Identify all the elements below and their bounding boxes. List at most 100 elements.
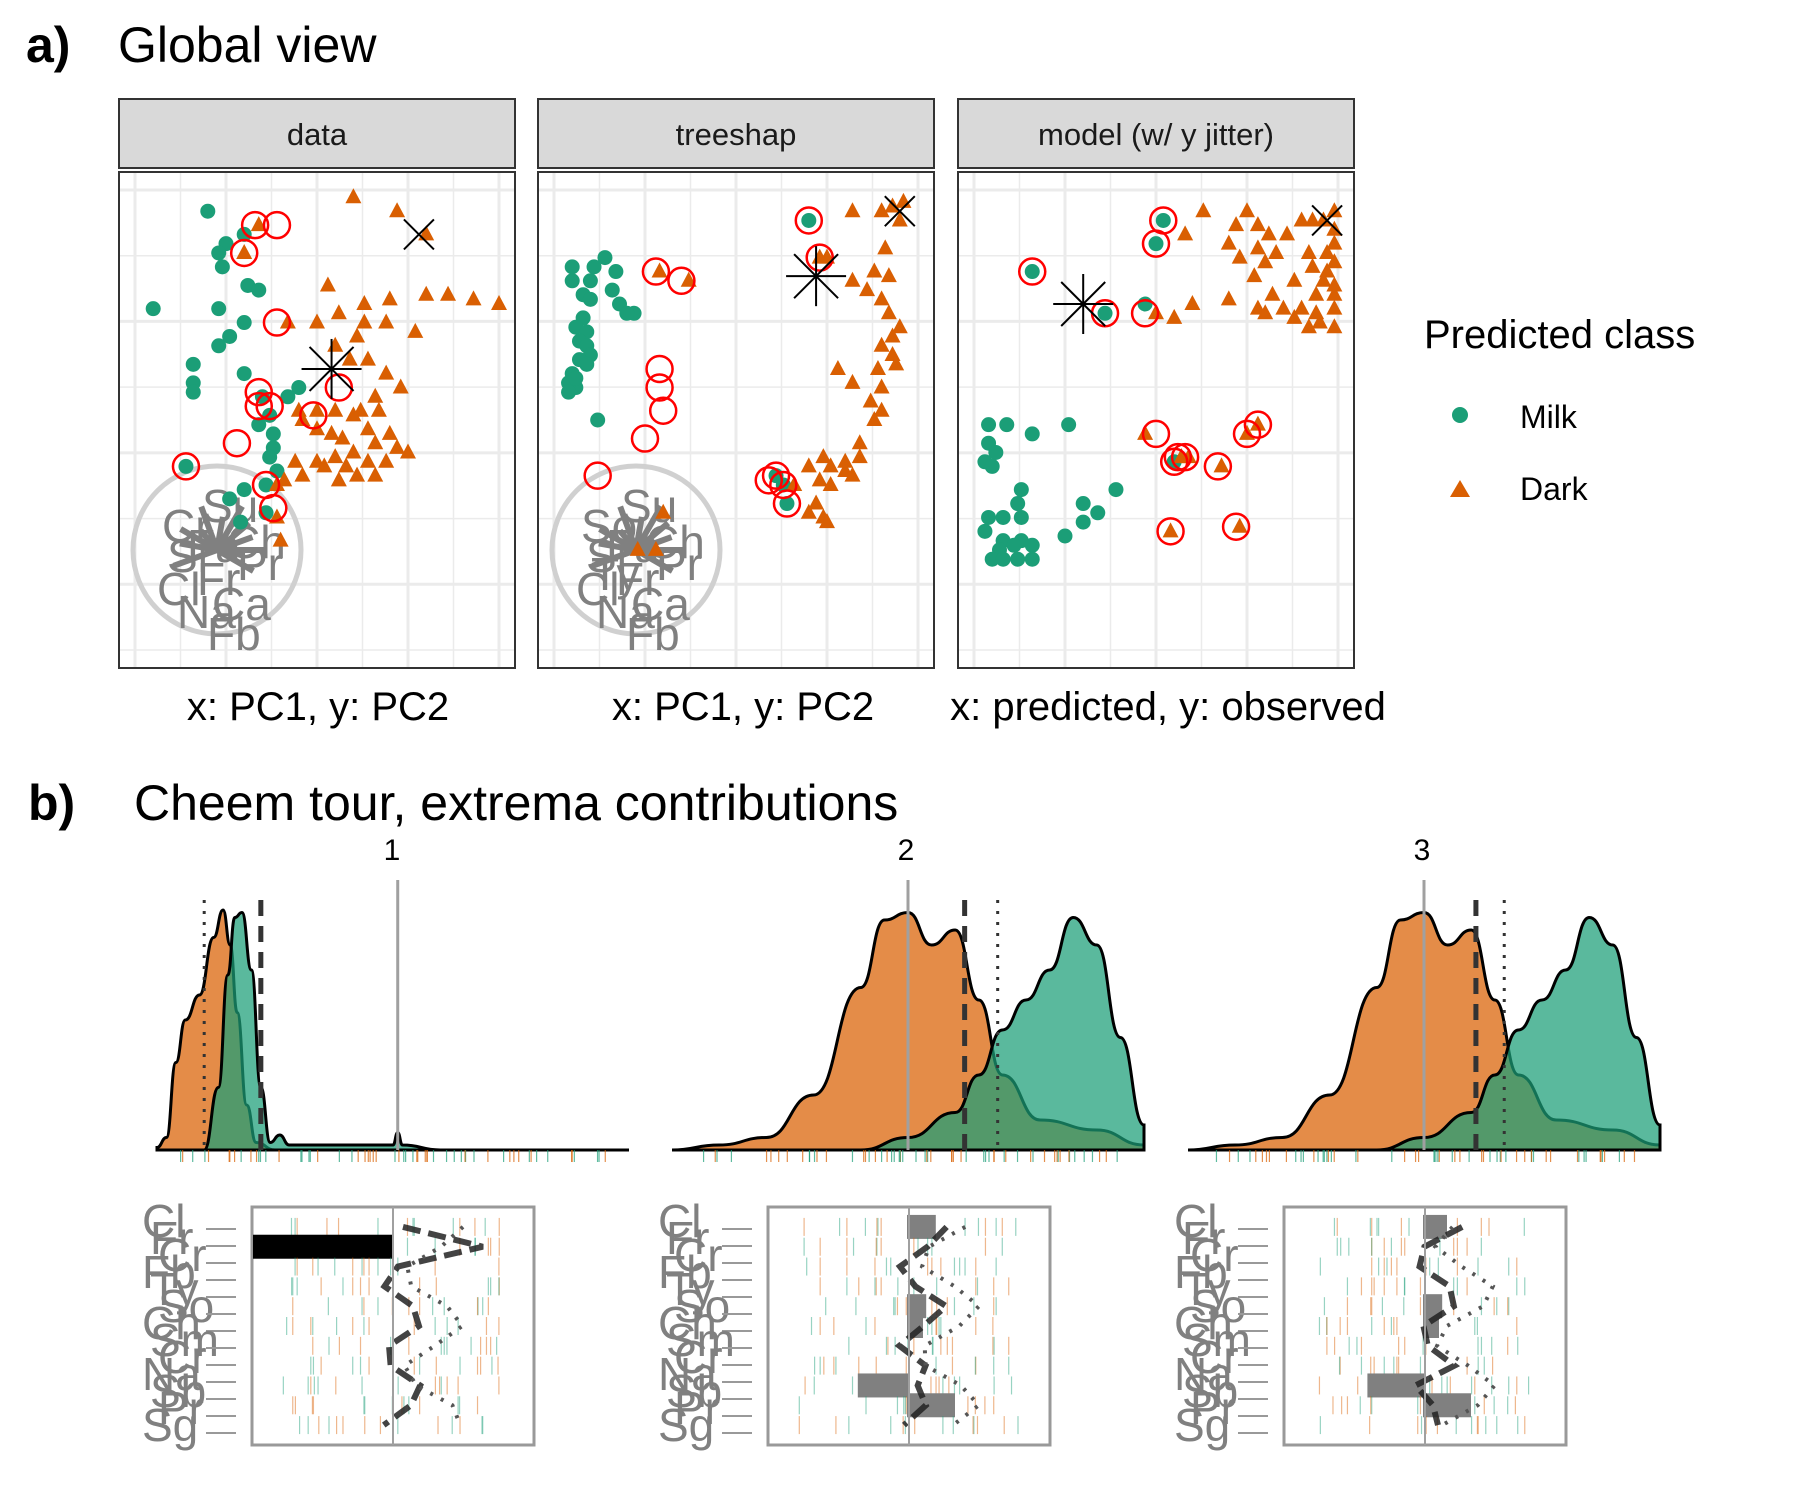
point-dark [815,448,832,464]
contrib-var-label: So [1190,1280,1246,1332]
point-dark [1326,234,1343,250]
point-dark [316,457,333,473]
point-milk [236,315,252,331]
contrib-var-label: Fr [150,1212,193,1264]
point-dark [1231,517,1248,533]
point-dark [1300,318,1317,334]
axis-variable-label: Na [596,586,655,638]
point-milk [1010,551,1026,567]
point-milk [1075,496,1091,512]
point-milk [251,417,267,433]
point-dark [1166,308,1183,324]
point-milk [1013,509,1029,525]
contrib-var-label: Cr [674,1229,723,1281]
misclassified-ring [229,238,259,268]
point-dark [866,411,883,426]
point-milk [564,259,580,275]
point-dark [891,211,908,227]
point-dark [1249,216,1266,232]
point-milk [185,356,201,372]
point-milk [185,384,201,400]
contrib-bar [1367,1373,1425,1398]
axis-variable-label: Ca [212,578,271,630]
contrib-var-label: Ch [1174,1297,1233,1349]
point-milk [1097,305,1113,321]
point-milk [568,370,584,386]
contrib-var-label: Cr [1190,1229,1239,1281]
point-dark [1180,448,1197,464]
misclassified-ring [645,354,674,384]
strip-label-treeshap: treeshap [676,117,797,152]
point-dark [808,494,825,510]
point-dark [891,318,908,334]
point-milk [590,412,606,428]
point-milk [211,338,227,354]
point-dark [294,411,311,426]
point-milk [1108,482,1124,498]
point-dark [1300,243,1317,259]
misclassified-ring [1243,410,1273,439]
point-milk [608,264,624,280]
contrib-var-label: So [158,1280,214,1332]
facet-strip-data: data [118,98,516,169]
point-dark [1231,248,1248,264]
point-milk [995,551,1011,567]
axis-variable-label: Fa [187,520,241,572]
misclassified-ring [1170,442,1200,472]
point-dark [330,304,347,320]
misclassified-ring [805,243,834,272]
point-dark [1286,271,1303,287]
axis-variable-label: Sr [586,530,632,582]
point-milk [262,449,278,465]
contrib-var-label: Pr [158,1382,204,1434]
axis-variable-label: Fr [197,553,240,605]
point-milk [236,226,252,242]
point-dark [851,448,868,464]
density-milk [672,915,1146,1152]
contrib-var-label: Sb [1182,1365,1238,1417]
misclassified-ring [1156,517,1185,546]
point-dark [465,290,482,306]
point-milk [981,417,997,433]
axis-variable-label: Su [621,480,677,532]
point-milk [222,328,238,344]
facet-strip-model: model (w/ y jitter) [957,98,1355,169]
point-dark [287,452,304,468]
point-dark [407,322,424,338]
point-dark [1177,225,1194,241]
contrib-bar [857,1373,909,1398]
point-dark [1239,202,1255,218]
point-dark [370,401,387,417]
point-dark [381,290,398,306]
point-milk [1057,528,1073,544]
axis-arrow [215,547,255,574]
point-milk [582,291,598,307]
comparison-obs-marker [884,195,916,227]
point-dark [1326,299,1343,315]
misclassified-ring [259,493,288,523]
misclassified-ring [772,489,802,518]
axis-variable-label: Fb [626,608,680,660]
axis-arrow [617,505,639,552]
point-dark [655,503,672,519]
misclassified-ring [1221,512,1251,541]
point-dark [1137,424,1154,440]
facet-strip-treeshap: treeshap [537,98,935,169]
strip-label-data: data [287,117,348,152]
point-dark [1264,285,1281,301]
point-milk [251,282,267,298]
point-milk [200,203,216,219]
point-milk [597,250,613,266]
contrib-bar [907,1214,936,1239]
point-dark [378,313,395,329]
point-dark [309,313,325,329]
panel-b-title: Cheem tour, extrema contributions [134,775,898,831]
point-milk [1006,537,1022,553]
axis-variable-label: Cr [162,500,211,552]
point-milk [280,389,296,405]
point-dark [800,457,817,473]
point-dark [345,188,362,204]
contrib-var-label: Na [142,1348,201,1400]
